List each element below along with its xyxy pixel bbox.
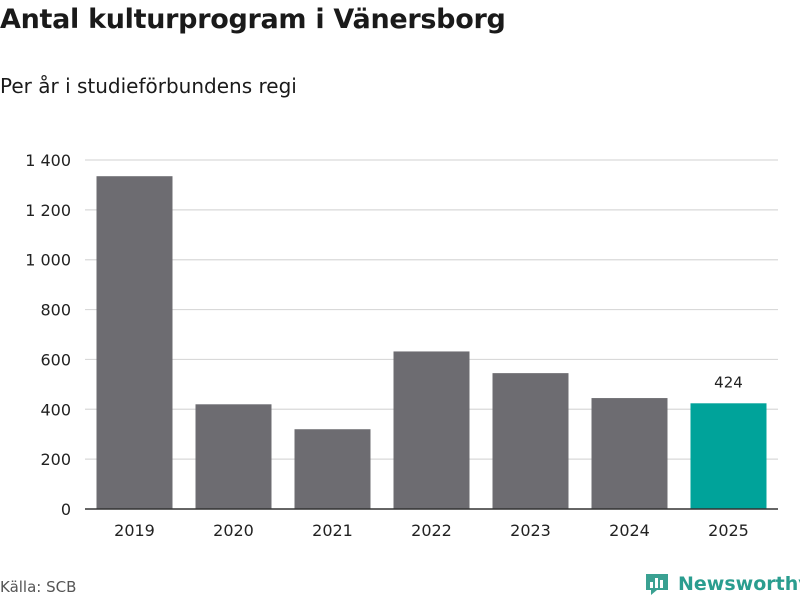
source-note: Källa: SCB: [0, 578, 77, 596]
x-tick-label: 2019: [114, 521, 155, 540]
bar: [294, 429, 371, 509]
bar: [393, 351, 470, 509]
x-tick-label: 2024: [609, 521, 650, 540]
y-tick-label: 1 000: [25, 251, 71, 270]
x-tick-label: 2020: [213, 521, 254, 540]
y-tick-label: 1 200: [25, 201, 71, 220]
chart-subtitle: Per år i studieförbundens regi: [0, 74, 297, 98]
x-tick-label: 2025: [708, 521, 749, 540]
bar: [591, 398, 668, 509]
chart-title: Antal kulturprogram i Vänersborg: [0, 4, 506, 35]
newsworthy-logo-icon: [646, 574, 668, 595]
y-tick-label: 400: [40, 400, 71, 419]
bar: [492, 373, 569, 509]
bar: [690, 403, 767, 509]
x-tick-label: 2022: [411, 521, 452, 540]
y-tick-label: 200: [40, 450, 71, 469]
y-tick-label: 600: [40, 350, 71, 369]
x-tick-label: 2023: [510, 521, 551, 540]
y-tick-label: 0: [61, 500, 71, 519]
brand-logo[interactable]: Newsworthy: [644, 571, 800, 597]
bar: [96, 176, 173, 510]
bar: [195, 404, 272, 509]
x-tick-label: 2021: [312, 521, 353, 540]
brand-name: Newsworthy: [678, 573, 800, 595]
y-tick-label: 800: [40, 301, 71, 320]
y-tick-label: 1 400: [25, 151, 71, 170]
data-label: 424: [714, 373, 743, 391]
